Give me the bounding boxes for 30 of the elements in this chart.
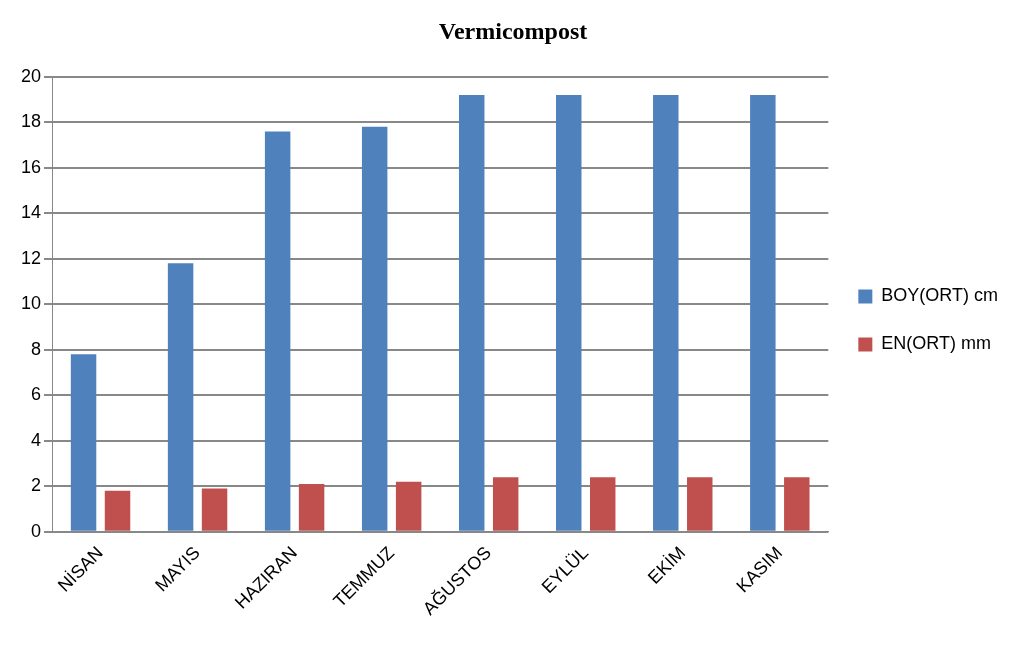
y-tick-label: 4 [31,429,42,450]
bar [298,483,325,531]
y-tick-label: 8 [31,338,42,359]
chart-title: Vermicompost [438,17,588,44]
legend-label: BOY(ORT) cm [881,285,999,306]
bar [687,477,713,531]
legend-label: EN(ORT) mm [881,333,991,354]
bar [653,95,679,531]
y-tick-label: 10 [20,293,42,314]
bar [104,490,131,531]
y-tick-label: 20 [20,65,42,86]
y-tick-label: 2 [31,475,42,496]
y-tick-label: 6 [31,384,42,405]
y-tick-label: 16 [20,156,42,177]
bar [492,477,519,531]
bar [361,126,388,531]
y-tick-label: 0 [31,520,42,541]
bar [201,488,228,531]
y-tick-label: 14 [20,202,42,223]
bar [750,95,776,531]
bar [556,95,582,531]
bar [264,131,291,531]
bar [395,481,422,531]
bar [458,95,485,531]
y-tick-label: 18 [20,111,42,132]
bar [167,263,194,531]
y-tick-label: 12 [20,247,42,268]
bar [784,477,810,531]
bar [589,477,616,531]
bar [70,354,97,531]
